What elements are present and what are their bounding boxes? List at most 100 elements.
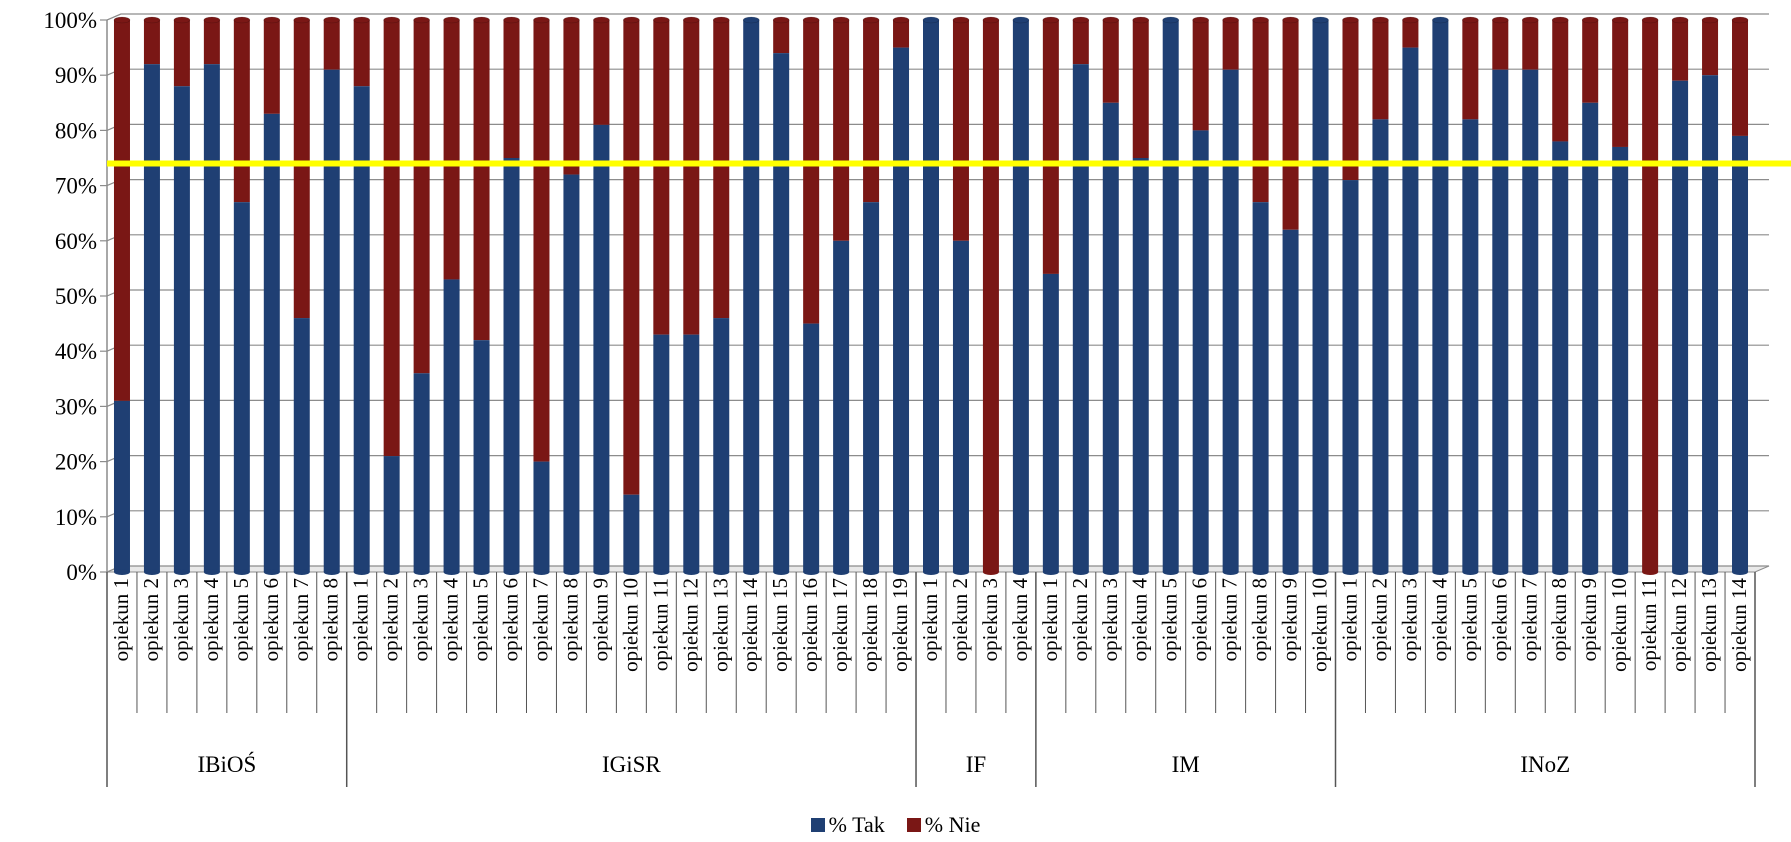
legend-item-tak: % Tak — [810, 812, 885, 838]
bar-stack — [1072, 16, 1090, 575]
bar-stack — [982, 16, 1000, 575]
bar-base — [1192, 569, 1209, 575]
bar-cap — [533, 16, 550, 24]
bar-base — [713, 569, 730, 575]
x-tick-label: opiekun 13 — [1697, 578, 1721, 672]
bar-base — [833, 569, 850, 575]
bar-tak — [1702, 75, 1719, 572]
bar-tak — [383, 456, 400, 572]
bar-tak — [323, 69, 340, 573]
bar-stack — [1132, 16, 1150, 575]
bar-stack — [353, 16, 370, 575]
bar-tak — [293, 318, 310, 572]
bar-base — [893, 569, 910, 575]
bar-cap — [1282, 16, 1299, 24]
bar-cap — [1731, 16, 1749, 24]
x-tick-label: opiekun 9 — [1278, 578, 1302, 661]
x-tick-label: opiekun 2 — [948, 578, 972, 661]
x-tick-label: opiekun 7 — [1218, 578, 1242, 661]
bar-cap — [323, 16, 341, 24]
bar-tak — [533, 461, 550, 572]
bar-stack — [862, 16, 880, 575]
bar-base — [1372, 569, 1389, 575]
group-label: IGiSR — [602, 752, 661, 777]
bar-tak — [893, 47, 910, 573]
bar-stack — [742, 16, 760, 575]
bar-cap — [1342, 16, 1359, 24]
bar-nie — [653, 20, 670, 335]
bar-tak — [653, 334, 670, 572]
bar-cap — [653, 16, 670, 24]
x-tick-label: opiekun 2 — [1367, 578, 1391, 661]
bar-base — [803, 569, 820, 575]
bar-tak — [1012, 20, 1029, 572]
group-label: INoZ — [1520, 752, 1570, 777]
x-tick-label: opiekun 8 — [1547, 578, 1571, 661]
bar-base — [653, 569, 670, 575]
bar-base — [923, 569, 939, 575]
bar-nie — [1552, 20, 1569, 142]
bar-stack — [712, 16, 730, 575]
bar-stack — [533, 16, 550, 575]
bar-cap — [1462, 16, 1479, 24]
bar-stack — [1641, 16, 1659, 575]
bar-tak — [413, 373, 430, 572]
bar-nie — [803, 20, 820, 324]
bar-tak — [1132, 158, 1149, 572]
bar-base — [1312, 569, 1329, 575]
bar-base — [1432, 569, 1449, 575]
bar-cap — [1372, 16, 1389, 24]
bar-tak — [593, 124, 610, 572]
bar-cap — [203, 16, 221, 24]
bar-stack — [1462, 16, 1479, 575]
x-tick-label: opiekun 9 — [1577, 578, 1601, 661]
bar-base — [1162, 569, 1179, 575]
bar-tak — [1342, 180, 1359, 572]
bar-stack — [1492, 16, 1509, 575]
bar-base — [1402, 569, 1419, 575]
bar-base — [1252, 569, 1269, 575]
bar-stack — [563, 16, 580, 575]
bar-nie — [533, 20, 550, 462]
bar-nie — [203, 20, 220, 65]
bar-base — [1702, 569, 1719, 575]
bar-stack — [623, 16, 640, 575]
bar-nie — [503, 20, 520, 158]
bar-cap — [623, 16, 640, 24]
x-tick-label: opiekun 3 — [169, 578, 193, 661]
bar-base — [593, 569, 610, 575]
bar-cap — [1222, 16, 1239, 24]
bar-nie — [623, 20, 640, 495]
bar-tak — [233, 202, 250, 572]
bar-tak — [1372, 119, 1389, 573]
bar-cap — [1072, 16, 1090, 24]
bar-nie — [143, 20, 160, 65]
bar-cap — [1611, 16, 1629, 24]
bar-cap — [263, 16, 281, 24]
bar-stack — [1282, 16, 1299, 575]
bar-tak — [1042, 273, 1059, 572]
bar-stack — [593, 16, 610, 575]
bar-tak — [923, 20, 939, 572]
bar-base — [1222, 569, 1239, 575]
bar-base — [233, 569, 250, 575]
bar-nie — [1132, 20, 1149, 158]
bar-cap — [862, 16, 880, 24]
bar-stack — [682, 16, 700, 575]
bar-stack — [1222, 16, 1239, 575]
bar-cap — [353, 16, 370, 24]
bar-tak — [683, 334, 700, 572]
bar-tak — [1612, 146, 1629, 572]
x-tick-label: opiekun 5 — [469, 578, 493, 661]
bar-stack — [293, 16, 311, 575]
y-tick-label: 80% — [55, 118, 97, 143]
bar-nie — [863, 20, 880, 203]
bar-stack — [952, 16, 970, 575]
x-tick-label: opiekun 14 — [1727, 578, 1751, 672]
x-tick-label: opiekun 13 — [708, 578, 732, 672]
bar-cap — [593, 16, 610, 24]
bar-tak — [1672, 80, 1689, 572]
bar-base — [1582, 569, 1599, 575]
bar-tak — [713, 318, 730, 572]
bar-nie — [1102, 20, 1119, 103]
